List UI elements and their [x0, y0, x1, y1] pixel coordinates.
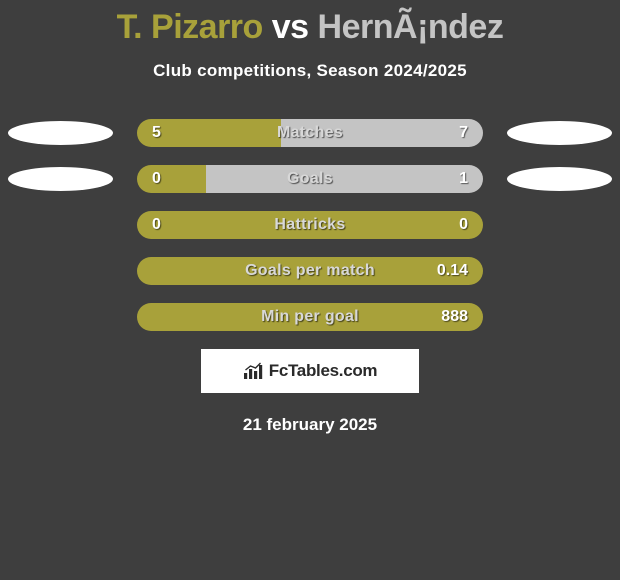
- stat-label: Matches: [0, 119, 620, 147]
- stat-label: Goals per match: [0, 257, 620, 285]
- stat-label: Goals: [0, 165, 620, 193]
- stat-label: Min per goal: [0, 303, 620, 331]
- stats-container: 57Matches 01Goals 00Hattricks 0.14Goals per…: [0, 119, 620, 331]
- subtitle: Club competitions, Season 2024/2025: [0, 61, 620, 81]
- date-text: 21 february 2025: [0, 415, 620, 435]
- player1-name: T. Pizarro: [117, 8, 263, 46]
- player2-name: HernÃ¡ndez: [318, 8, 504, 46]
- stat-row: 0.14Goals per match: [0, 257, 620, 285]
- comparison-title: T. Pizarro vs HernÃ¡ndez: [0, 0, 620, 47]
- stat-row: 00Hattricks: [0, 211, 620, 239]
- stat-row: 888Min per goal: [0, 303, 620, 331]
- stat-row: 01Goals: [0, 165, 620, 193]
- vs-text: vs: [272, 8, 309, 46]
- stat-label: Hattricks: [0, 211, 620, 239]
- site-badge-text: FcTables.com: [269, 361, 378, 381]
- chart-icon: [243, 362, 265, 380]
- stat-row: 57Matches: [0, 119, 620, 147]
- site-badge: FcTables.com: [201, 349, 419, 393]
